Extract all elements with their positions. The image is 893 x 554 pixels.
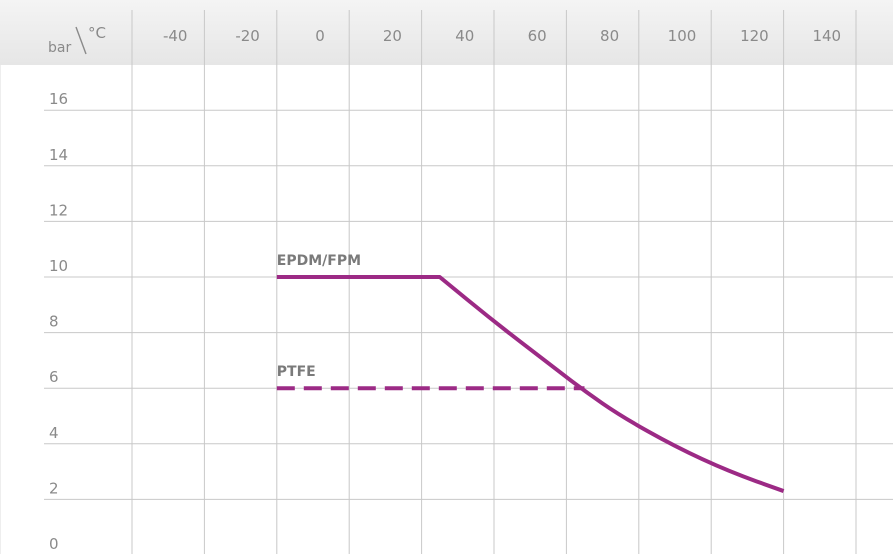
corner-slash	[75, 26, 87, 55]
series-layer	[276, 275, 785, 493]
y-tick-labels: 16 14 12 10 8 6 4 2 0	[49, 90, 68, 553]
series-line-epdm-fpm	[276, 275, 785, 493]
y-tick-label: 6	[49, 368, 59, 386]
x-tick-label: -40	[163, 27, 188, 45]
x-unit-label: °C	[88, 24, 106, 42]
y-tick-label: 2	[49, 479, 59, 497]
y-unit-label: bar	[48, 40, 71, 56]
header-band	[0, 0, 893, 65]
y-tick-label: 16	[49, 90, 68, 108]
y-tick-label: 8	[49, 313, 59, 331]
x-tick-label: -20	[235, 27, 260, 45]
series-labels: EPDM/FPM PTFE	[277, 253, 361, 380]
y-tick-label: 14	[49, 146, 68, 164]
y-tick-label: 10	[49, 257, 68, 275]
x-tick-label: 100	[668, 27, 697, 45]
x-tick-label: 20	[383, 27, 402, 45]
y-tick-label: 4	[49, 424, 59, 442]
x-tick-labels: -40 -20 0 20 40 60 80 100 120 140	[163, 27, 841, 45]
series-label-ptfe: PTFE	[277, 364, 316, 380]
x-tick-label: 40	[455, 27, 474, 45]
y-tick-label: 0	[49, 535, 59, 553]
x-tick-label: 140	[812, 27, 841, 45]
x-tick-label: 60	[528, 27, 547, 45]
x-tick-label: 80	[600, 27, 619, 45]
series-label-epdm-fpm: EPDM/FPM	[277, 253, 361, 269]
y-tick-label: 12	[49, 201, 68, 219]
vertical-gridlines	[0, 10, 857, 554]
x-tick-label: 0	[315, 27, 325, 45]
corner-unit-label: bar °C	[48, 24, 106, 56]
x-tick-label: 120	[740, 27, 769, 45]
horizontal-gridlines	[44, 109, 893, 500]
